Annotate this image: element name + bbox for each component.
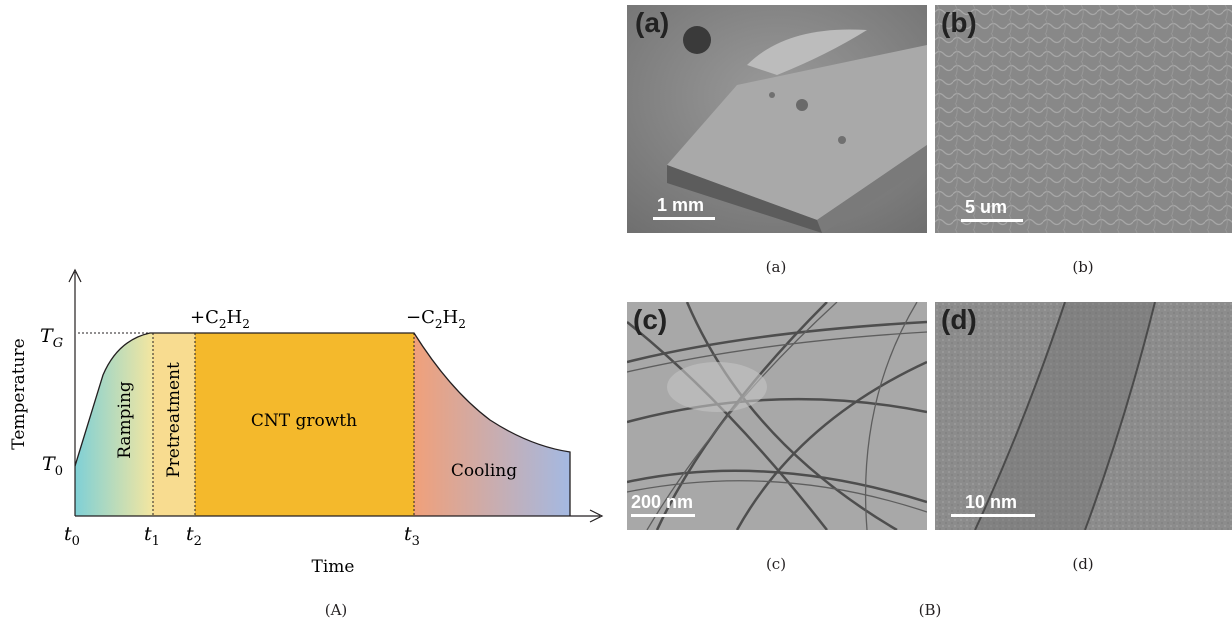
x-tick-t0: t0 (64, 523, 80, 549)
micrograph-b-label: (b) (941, 7, 977, 38)
micrograph-d-label: (d) (941, 304, 977, 335)
micrograph-c-caption: (c) (765, 555, 787, 573)
ramping-label: Ramping (115, 381, 135, 459)
temperature-time-diagram: Temperature TG T0 t0 t1 t2 t3 Time +C2H2… (9, 268, 604, 577)
ramping-region (75, 333, 153, 516)
micrograph-b-scale-bar (961, 219, 1023, 222)
t0-temp-label: T0 (42, 453, 63, 479)
x-tick-t3: t3 (404, 523, 420, 549)
x-axis-arrow (589, 509, 604, 523)
panel-b-caption: (B) (918, 601, 942, 619)
micrograph-a: (a) 1 mm (627, 5, 927, 233)
micrograph-c-scale-text: 200 nm (631, 492, 694, 512)
tg-label: TG (40, 325, 63, 351)
temperature-profile-curve (74, 332, 571, 516)
x-tick-t1: t1 (144, 523, 160, 549)
panel-a-caption: (A) (324, 601, 348, 619)
micrograph-a-scale-text: 1 mm (657, 195, 705, 215)
cnt-growth-label: CNT growth (251, 411, 357, 431)
micrograph-a-scale-bar (653, 217, 715, 220)
micrograph-c-label: (c) (633, 304, 668, 335)
x-axis-label: Time (312, 557, 355, 577)
y-axis-arrow (68, 268, 82, 283)
micrograph-a-caption: (a) (765, 258, 787, 276)
micrograph-d: (d) 10 nm (935, 302, 1232, 530)
micrograph-c: (c) 200 nm (627, 302, 927, 530)
x-tick-t2: t2 (186, 523, 202, 549)
remove-acetylene-label: −C2H2 (406, 307, 466, 331)
cooling-label: Cooling (451, 461, 517, 481)
cnt-growth-region (195, 333, 414, 516)
add-acetylene-label: +C2H2 (190, 307, 250, 331)
cooling-region (414, 333, 570, 516)
micrograph-d-caption: (d) (1072, 555, 1094, 573)
micrograph-d-scale-text: 10 nm (965, 492, 1018, 512)
y-axis-label: Temperature (9, 338, 29, 449)
pretreatment-label: Pretreatment (164, 362, 184, 478)
micrograph-a-label: (a) (635, 7, 670, 38)
micrograph-b-scale-text: 5 um (965, 197, 1008, 217)
pretreatment-region (153, 333, 195, 516)
micrograph-b: (b) 5 um (935, 5, 1232, 233)
micrograph-c-scale-bar (631, 514, 695, 517)
micrograph-d-scale-bar (951, 514, 1035, 517)
micrograph-b-caption: (b) (1072, 258, 1094, 276)
